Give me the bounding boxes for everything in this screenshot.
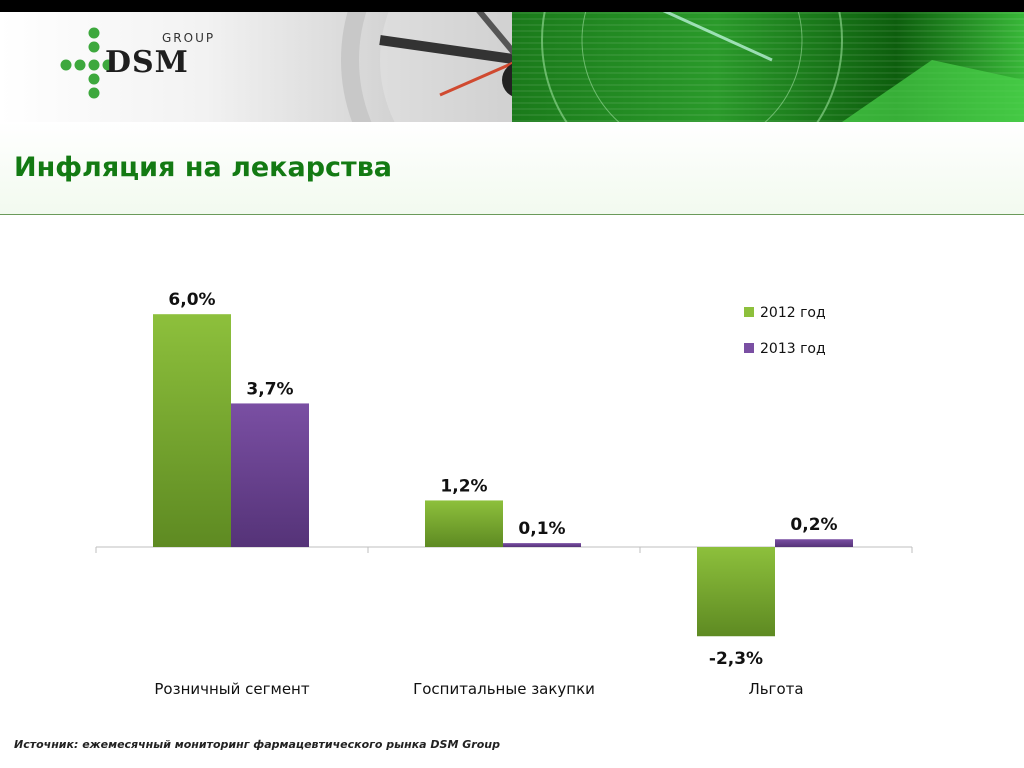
- source-note: Источник: ежемесячный мониторинг фармаце…: [14, 738, 500, 751]
- banner-clock-image: [0, 0, 512, 122]
- logo-group-text: GROUP: [162, 31, 216, 45]
- data-label: 0,1%: [518, 519, 565, 539]
- header-banner: GROUP DSM: [0, 0, 1024, 122]
- data-label: 0,2%: [790, 515, 837, 535]
- green-clock-decoration: [541, 0, 1024, 122]
- title-band: [0, 122, 1024, 215]
- bar-2012-0: [153, 314, 231, 547]
- bar-2012-1: [425, 500, 503, 547]
- category-label: Госпитальные закупки: [413, 680, 595, 698]
- legend-label: 2013 год: [760, 341, 826, 357]
- clock-decoration: [341, 0, 512, 122]
- data-label: -2,3%: [709, 649, 763, 669]
- data-label: 3,7%: [246, 379, 293, 399]
- banner-green-clock-image: [512, 0, 1024, 122]
- bar-2013-1: [503, 543, 581, 547]
- data-label: 6,0%: [168, 290, 215, 310]
- category-label: Розничный сегмент: [154, 680, 309, 698]
- category-label: Льгота: [748, 680, 803, 698]
- bar-2013-2: [775, 539, 853, 547]
- legend-swatch-2012: [744, 307, 754, 317]
- data-label: 1,2%: [440, 476, 487, 496]
- logo-dsm-text: DSM: [105, 45, 189, 80]
- bar-2012-2: [697, 547, 775, 637]
- dsm-group-logo: GROUP DSM: [55, 25, 213, 105]
- legend-label: 2012 год: [760, 305, 826, 321]
- bar-2013-0: [231, 403, 309, 547]
- legend-swatch-2013: [744, 343, 754, 353]
- page-title: Инфляция на лекарства: [14, 152, 393, 183]
- banner-top-bar: [0, 0, 1024, 12]
- logo-cross-icon: [60, 27, 114, 99]
